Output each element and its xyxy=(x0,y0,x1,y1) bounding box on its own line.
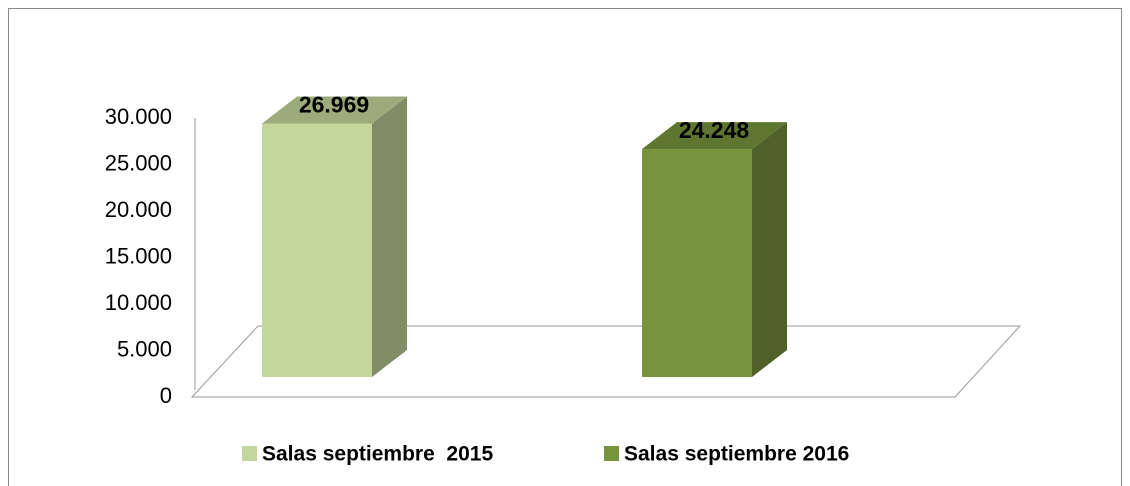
value-label: 26.969 xyxy=(299,92,369,118)
y-tick-label: 30.000 xyxy=(105,104,172,129)
y-tick-label: 0 xyxy=(160,383,172,408)
bar xyxy=(642,149,752,377)
bar-top xyxy=(642,122,787,150)
value-label: 24.248 xyxy=(679,117,750,143)
bar xyxy=(262,123,372,378)
y-tick-label: 20.000 xyxy=(105,197,172,222)
y-tick-label: 25.000 xyxy=(105,150,172,175)
bar-side xyxy=(752,122,787,377)
y-tick-label: 15.000 xyxy=(105,243,172,268)
y-tick-label: 5.000 xyxy=(117,336,172,361)
legend-swatch xyxy=(604,446,619,461)
legend-label: Salas septiembre 2015 xyxy=(262,443,493,466)
bar-top xyxy=(262,96,407,124)
legend-swatch xyxy=(242,446,257,461)
floor xyxy=(190,325,1022,398)
chart-border xyxy=(8,8,1122,486)
bar-side xyxy=(372,96,407,378)
legend-label: Salas septiembre 2016 xyxy=(624,443,849,466)
y-tick-label: 10.000 xyxy=(105,290,172,315)
